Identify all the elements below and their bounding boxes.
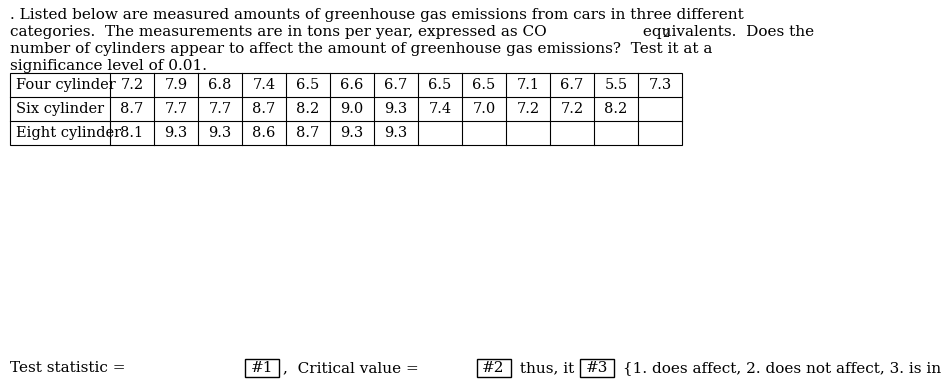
Text: 6.6: 6.6 [341,78,363,92]
Text: 6.5: 6.5 [428,78,452,92]
Text: 5.5: 5.5 [604,78,628,92]
Bar [476,359,511,377]
Text: 9.0: 9.0 [341,102,363,116]
Text: Four cylinder: Four cylinder [16,78,116,92]
Text: 7.9: 7.9 [165,78,187,92]
Bar [580,359,614,377]
Text: 7.3: 7.3 [648,78,672,92]
Text: ,  Critical value =: , Critical value = [283,361,419,375]
Text: 6.5: 6.5 [472,78,496,92]
Text: 6.7: 6.7 [384,78,407,92]
Text: 2: 2 [662,29,669,39]
Text: 7.2: 7.2 [120,78,144,92]
Text: #3: #3 [585,361,608,375]
Text: #1: #1 [250,361,273,375]
Text: equivalents.  Does the: equivalents. Does the [638,25,814,39]
Text: 9.3: 9.3 [341,126,363,140]
Text: 2: 2 [662,29,669,39]
Text: 8.7: 8.7 [296,126,320,140]
Text: 8.7: 8.7 [120,102,144,116]
Text: 7.4: 7.4 [252,78,276,92]
Text: 7.7: 7.7 [209,102,231,116]
Text: Eight cylinder: Eight cylinder [16,126,121,140]
Text: 9.3: 9.3 [208,126,231,140]
Text: number of cylinders appear to affect the amount of greenhouse gas emissions?  Te: number of cylinders appear to affect the… [10,42,712,56]
Text: Six cylinder: Six cylinder [16,102,104,116]
Text: 9.3: 9.3 [384,126,407,140]
Text: 7.7: 7.7 [165,102,187,116]
Text: 7.2: 7.2 [517,102,539,116]
Text: 8.1: 8.1 [120,126,144,140]
Text: 8.7: 8.7 [252,102,276,116]
Text: significance level of 0.01.: significance level of 0.01. [10,59,207,73]
Text: . Listed below are measured amounts of greenhouse gas emissions from cars in thr: . Listed below are measured amounts of g… [10,8,743,22]
Text: 8.2: 8.2 [604,102,628,116]
Text: 6.5: 6.5 [296,78,320,92]
Text: 7.0: 7.0 [472,102,496,116]
Bar [245,359,279,377]
Text: 7.4: 7.4 [428,102,452,116]
Text: 8.2: 8.2 [296,102,320,116]
Text: categories.  The measurements are in tons per year, expressed as CO: categories. The measurements are in tons… [10,25,547,39]
Text: categories.  The measurements are in tons per year, expressed as CO: categories. The measurements are in tons… [10,25,547,39]
Text: 7.1: 7.1 [517,78,539,92]
Text: 9.3: 9.3 [165,126,187,140]
Text: 6.8: 6.8 [208,78,231,92]
Text: Test statistic =: Test statistic = [10,361,125,375]
Text: 6.7: 6.7 [561,78,583,92]
Text: 9.3: 9.3 [384,102,407,116]
Text: 8.6: 8.6 [252,126,276,140]
Text: {1. does affect, 2. does not affect, 3. is inconclusive}: {1. does affect, 2. does not affect, 3. … [617,361,941,375]
Text: #2: #2 [483,361,505,375]
Text: thus, it: thus, it [515,361,574,375]
Text: 7.2: 7.2 [561,102,583,116]
Bar [10,73,682,145]
